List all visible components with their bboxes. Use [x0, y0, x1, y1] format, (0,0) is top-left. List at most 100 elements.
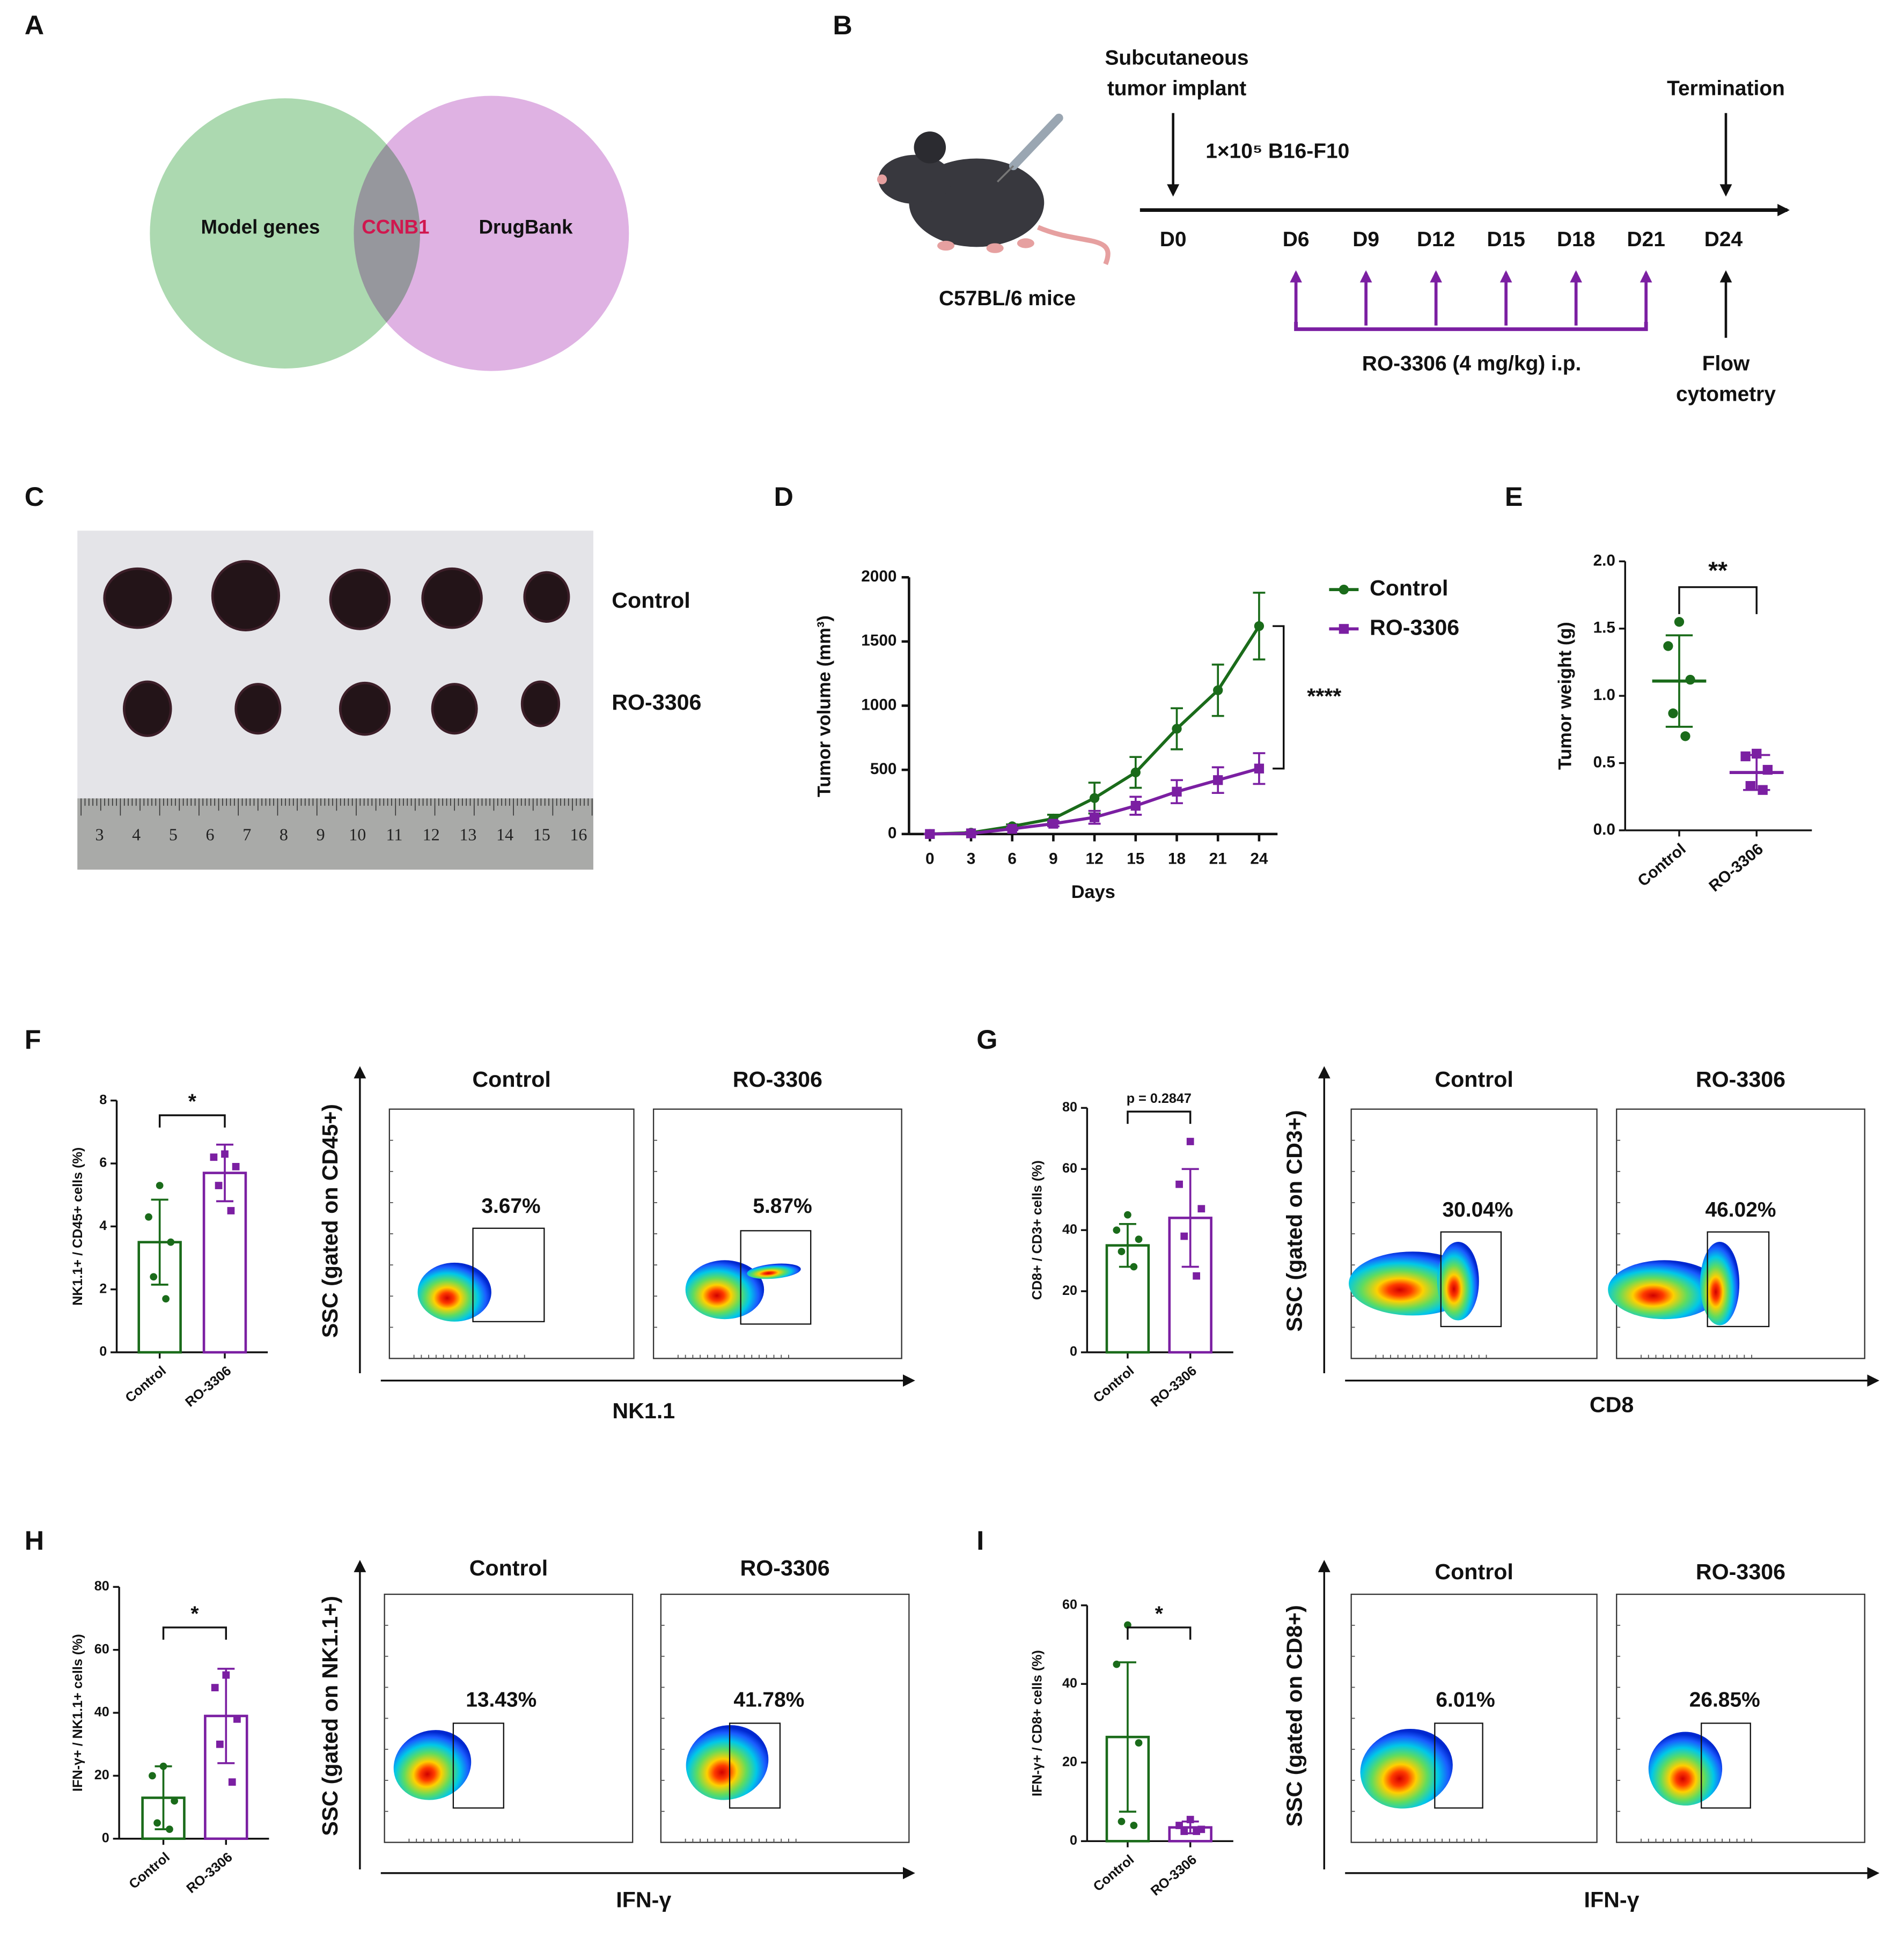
data-point: [1213, 775, 1223, 785]
day-label: D18: [1557, 228, 1595, 251]
plot-title: Control: [469, 1556, 548, 1580]
ruler: [77, 798, 593, 870]
x-tick-label: 18: [1168, 850, 1186, 868]
data-point: [1197, 1205, 1205, 1213]
gate: [729, 1722, 781, 1809]
venn-label: Model genes: [201, 216, 320, 238]
data-point: [1680, 731, 1690, 741]
data-point: [149, 1772, 156, 1780]
data-point: [1135, 1739, 1143, 1747]
panel-label: B: [833, 10, 852, 40]
panel-label: G: [976, 1024, 997, 1055]
tumor: [339, 681, 391, 736]
y-tick-label: 80: [94, 1579, 109, 1594]
data-point: [228, 1778, 236, 1786]
x-tick-label: 24: [1250, 850, 1268, 868]
x-tick-label: Control: [1091, 1852, 1137, 1895]
data-point: [210, 1153, 218, 1161]
x-tick-label: Control: [126, 1850, 173, 1892]
plot-frame: [1350, 1108, 1598, 1359]
x-tick-label: 3: [967, 850, 976, 868]
venn-right: [354, 95, 629, 371]
legend-label: Control: [1370, 576, 1448, 600]
y-tick-label: 0: [102, 1830, 109, 1845]
ruler-number: 4: [132, 825, 141, 844]
data-point: [1124, 1211, 1131, 1219]
data-point: [1180, 1232, 1188, 1240]
venn-label: CCNB1: [362, 216, 429, 238]
y-axis-label: NK1.1+ / CD45+ cells (%): [70, 1147, 85, 1306]
data-point: [166, 1825, 173, 1833]
density-blob: [747, 1263, 801, 1279]
data-point: [145, 1213, 152, 1221]
data-point: [171, 1797, 179, 1805]
data-point: [1685, 674, 1695, 685]
plot-title: RO-3306: [1696, 1067, 1785, 1092]
x-tick-label: 6: [1008, 850, 1017, 868]
gate-percent: 46.02%: [1705, 1198, 1776, 1221]
y-tick-label: 4: [99, 1218, 107, 1233]
error-bar: [1119, 1661, 1136, 1813]
ruler-number: 16: [570, 825, 587, 844]
data-point: [211, 1684, 219, 1691]
gate-percent: 26.85%: [1689, 1689, 1760, 1712]
data-point: [1193, 1828, 1201, 1835]
syringe: [1009, 113, 1063, 171]
x-tick-label: RO-3306: [183, 1850, 235, 1896]
panel-label: I: [976, 1525, 984, 1556]
y-tick-label: 0: [1070, 1344, 1077, 1359]
data-point: [1089, 793, 1100, 803]
x-tick-label: Control: [1091, 1363, 1137, 1405]
ruler-number: 10: [349, 825, 366, 844]
data-point: [1740, 751, 1751, 762]
density-blob: [1360, 1728, 1453, 1809]
tumor: [523, 571, 570, 623]
y-tick-label: 1500: [861, 632, 896, 650]
timeline-text: Termination: [1667, 77, 1785, 100]
data-point: [232, 1162, 240, 1170]
plot-title: RO-3306: [1696, 1559, 1785, 1584]
venn-label: DrugBank: [479, 216, 573, 238]
y-tick-label: 2: [99, 1281, 107, 1296]
data-point: [215, 1182, 223, 1189]
mouse-ear: [914, 131, 946, 164]
data-point: [1175, 1180, 1183, 1188]
y-tick-label: 2.0: [1593, 551, 1615, 569]
ruler-number: 14: [496, 825, 513, 844]
plot-title: Control: [1435, 1559, 1513, 1584]
mouse-head: [878, 154, 952, 204]
ruler-number: 8: [280, 825, 288, 844]
y-axis-label: CD8+ / CD3+ cells (%): [1030, 1160, 1045, 1300]
error-bar: [151, 1198, 168, 1286]
gate-percent: 30.04%: [1442, 1198, 1513, 1221]
annotation: *: [188, 1091, 197, 1114]
x-axis-label: NK1.1: [612, 1398, 675, 1423]
x-tick-label: 9: [1049, 850, 1058, 868]
data-point: [1172, 786, 1182, 797]
y-tick-label: 40: [94, 1705, 109, 1720]
x-tick-label: 0: [925, 850, 935, 868]
annotation: *: [190, 1602, 199, 1625]
data-point: [1758, 785, 1768, 795]
x-axis-label: Days: [1071, 882, 1115, 902]
mouse-paw: [1017, 238, 1034, 248]
y-axis-label: Tumor volume (mm³): [814, 615, 835, 797]
dose-bracket: [1294, 321, 1648, 332]
y-tick-label: 0: [1070, 1833, 1077, 1848]
data-point: [1130, 1263, 1138, 1271]
data-point: [1113, 1226, 1121, 1234]
tumor: [431, 683, 478, 735]
mouse-paw: [986, 243, 1004, 253]
y-tick-label: 0: [99, 1344, 107, 1359]
x-axis-label: CD8: [1590, 1393, 1634, 1417]
day-label: D9: [1352, 228, 1379, 251]
y-axis-label: SSC (gated on NK1.1+): [318, 1596, 342, 1836]
panel-label: H: [25, 1525, 44, 1556]
y-tick-label: 40: [1062, 1676, 1077, 1691]
density-blob: [1608, 1260, 1721, 1320]
y-tick-label: 0.0: [1593, 821, 1615, 838]
gate-percent: 6.01%: [1436, 1689, 1495, 1712]
tumor: [234, 683, 282, 735]
x-axis-label: IFN-γ: [616, 1887, 671, 1912]
annotation: p = 0.2847: [1127, 1091, 1192, 1106]
